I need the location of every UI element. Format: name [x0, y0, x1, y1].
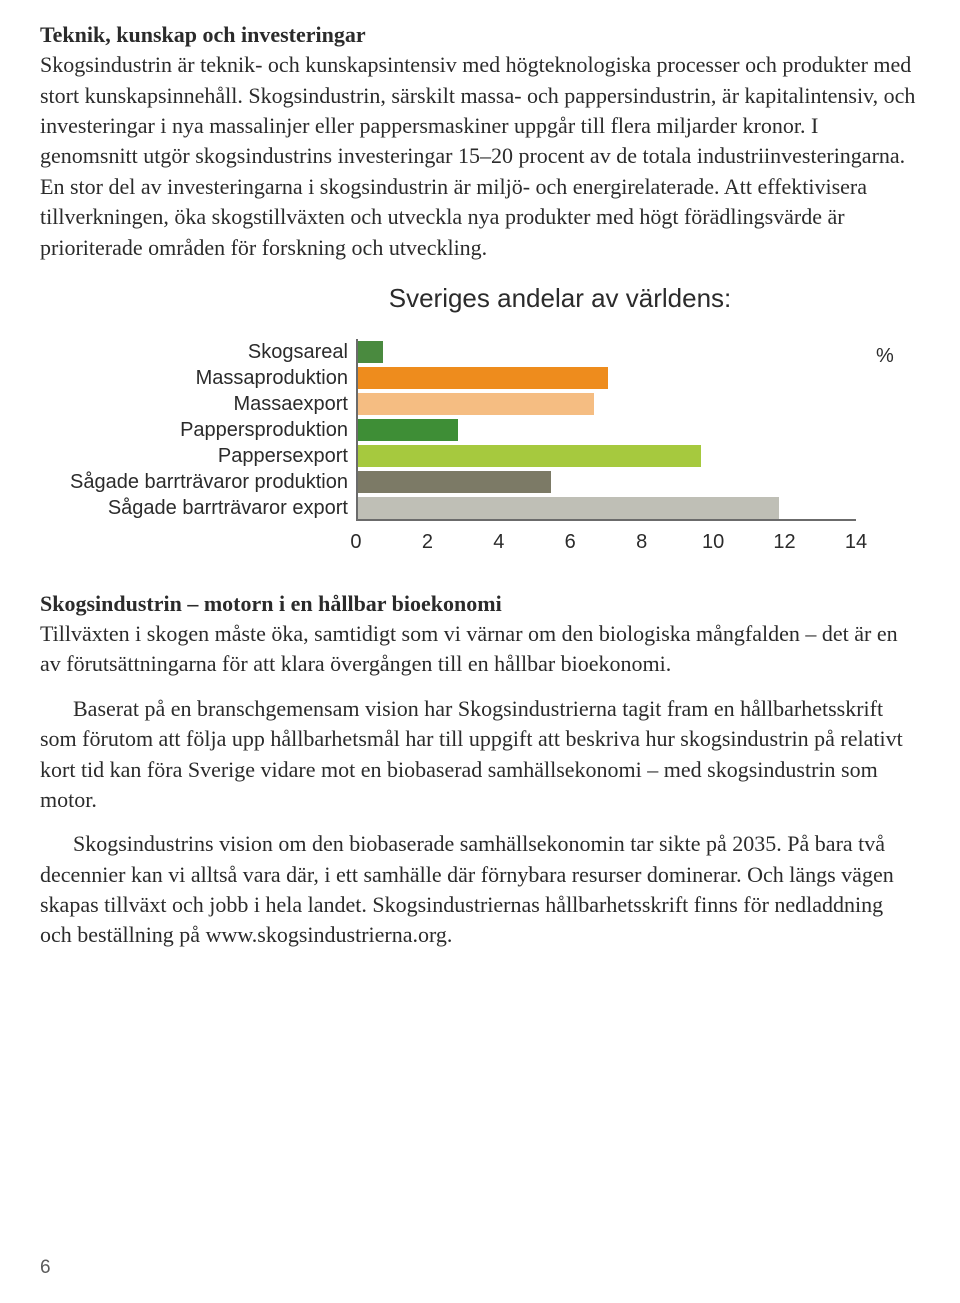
page-number: 6 — [40, 1255, 51, 1281]
bar-chart: SkogsarealMassaproduktionMassaexportPapp… — [70, 339, 890, 569]
chart-category-label: Massaproduktion — [70, 365, 356, 391]
x-axis-unit: % — [876, 343, 894, 371]
chart-bar — [358, 445, 701, 467]
section2-heading: Skogsindustrin – motorn i en hållbar bio… — [40, 591, 502, 616]
x-axis-tick: 14 — [845, 529, 867, 557]
section2-p1: Tillväxten i skogen måste öka, samtidigt… — [40, 621, 898, 676]
section1-body: Skogsindustrin är teknik- och kunskapsin… — [40, 52, 915, 259]
chart-bar — [358, 471, 551, 493]
chart-category-label: Sågade barrträvaror export — [70, 495, 356, 521]
section1-heading: Teknik, kunskap och investeringar — [40, 22, 366, 47]
chart-bar — [358, 497, 779, 519]
x-axis-tick: 2 — [422, 529, 433, 557]
chart-category-label: Massaexport — [70, 391, 356, 417]
chart-bar — [358, 367, 608, 389]
section2-p2: Baserat på en branschgemensam vision har… — [40, 694, 920, 815]
chart-bar — [358, 393, 594, 415]
x-axis-tick: 4 — [493, 529, 504, 557]
chart-title: Sveriges andelar av världens: — [40, 281, 920, 317]
section2-p3: Skogsindustrins vision om den biobaserad… — [40, 829, 920, 950]
chart-category-label: Sågade barrträvaror produktion — [70, 469, 356, 495]
chart-bar — [358, 419, 458, 441]
chart-category-label: Skogsareal — [70, 339, 356, 365]
x-axis-tick: 12 — [773, 529, 795, 557]
chart-category-label: Pappersproduktion — [70, 417, 356, 443]
x-axis-tick: 10 — [702, 529, 724, 557]
x-axis-tick: 6 — [565, 529, 576, 557]
chart-bar — [358, 341, 383, 363]
x-axis-tick: 0 — [350, 529, 361, 557]
x-axis-tick: 8 — [636, 529, 647, 557]
chart-category-label: Pappersexport — [70, 443, 356, 469]
